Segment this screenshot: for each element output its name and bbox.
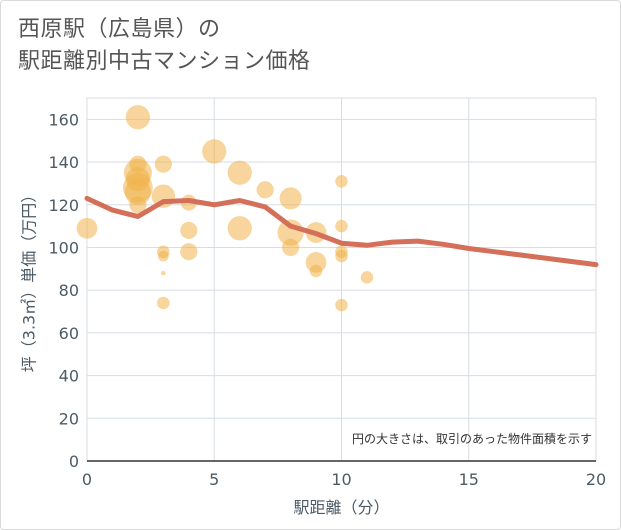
- x-tick-label: 20: [586, 470, 606, 489]
- data-point: [335, 219, 348, 233]
- bubble-series: [76, 105, 374, 312]
- data-point: [157, 296, 170, 310]
- data-point: [161, 270, 166, 276]
- grid-lines: [86, 97, 597, 462]
- data-point: [124, 178, 151, 206]
- data-point: [335, 175, 348, 188]
- y-tick-label: 120: [48, 196, 79, 215]
- data-point: [335, 249, 348, 263]
- data-point: [157, 250, 169, 262]
- data-point: [202, 139, 227, 164]
- x-tick-label: 5: [209, 470, 219, 489]
- x-axis-label: 駅距離（分）: [293, 498, 389, 517]
- y-tick-label: 0: [69, 452, 79, 471]
- y-tick-label: 140: [48, 153, 79, 172]
- chart-title: 西原駅（広島県）の 駅距離別中古マンション価格: [18, 14, 311, 78]
- data-point: [154, 155, 172, 173]
- y-axis-label: 坪（3.3㎡）単価（万円）: [20, 187, 39, 372]
- data-point: [76, 217, 98, 239]
- size-note: 円の大きさは、取引のあった物件面積を示す: [352, 431, 592, 446]
- data-point: [360, 271, 374, 284]
- data-point: [129, 196, 147, 214]
- y-tick-label: 80: [59, 281, 79, 300]
- data-point: [180, 221, 198, 239]
- data-point: [129, 155, 147, 173]
- x-axis-ticks: 0 5 10 15 20: [82, 470, 606, 489]
- y-axis-ticks: 0 20 40 60 80 100 120 140 160: [48, 110, 79, 471]
- y-tick-label: 20: [59, 409, 79, 428]
- trend-line: [84, 195, 599, 268]
- y-tick-label: 40: [59, 367, 79, 386]
- data-point: [309, 264, 323, 278]
- x-tick-label: 15: [459, 470, 479, 489]
- x-tick-label: 0: [82, 470, 92, 489]
- data-point: [125, 105, 151, 130]
- y-tick-label: 100: [48, 238, 79, 257]
- chart-title-line2: 駅距離別中古マンション価格: [18, 49, 311, 74]
- data-point: [256, 181, 274, 199]
- data-point: [279, 187, 302, 210]
- x-tick-label: 10: [331, 470, 351, 489]
- chart-title-line1: 西原駅（広島県）の: [18, 17, 221, 42]
- data-point: [227, 216, 252, 241]
- data-point: [180, 243, 198, 261]
- data-point: [227, 160, 252, 185]
- y-tick-label: 60: [59, 324, 79, 343]
- data-point: [282, 238, 300, 257]
- y-tick-label: 160: [48, 110, 79, 129]
- data-point: [335, 298, 348, 312]
